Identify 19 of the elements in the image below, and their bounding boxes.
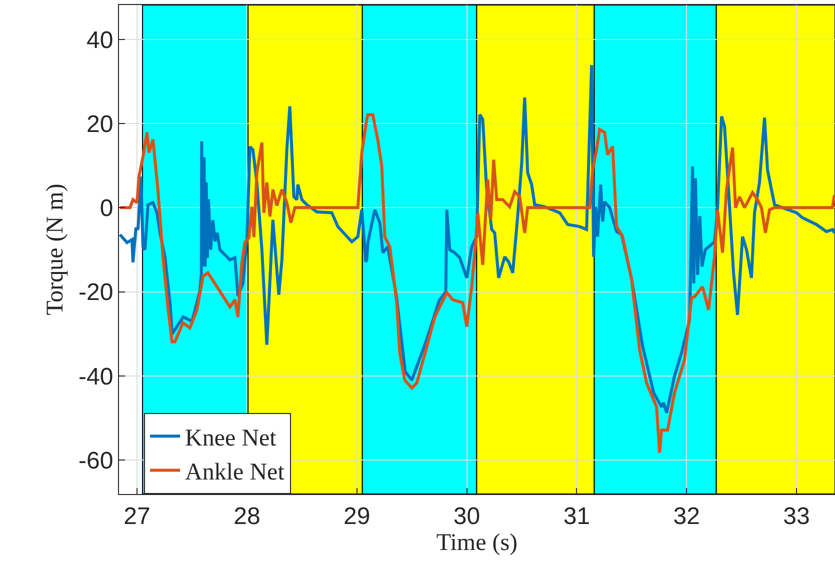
x-axis-title: Time (s) xyxy=(436,530,518,556)
legend-label: Knee Net xyxy=(185,425,277,452)
line-series xyxy=(119,64,835,414)
x-tick-label: 30 xyxy=(453,502,480,530)
y-tick-label: 20 xyxy=(86,110,114,138)
line-series xyxy=(119,113,835,454)
x-tick-label: 29 xyxy=(344,502,370,530)
x-tick-label: 32 xyxy=(673,502,700,530)
x-tick-label: 28 xyxy=(234,502,260,530)
y-tick-label: -60 xyxy=(78,447,114,474)
y-tick-label: -20 xyxy=(78,279,114,306)
x-tick-label: 33 xyxy=(783,502,810,530)
y-tick-label: 40 xyxy=(86,26,114,54)
x-tick-label: 27 xyxy=(124,502,150,530)
y-axis-title: Torque (N m) xyxy=(42,184,69,316)
y-tick-label: -40 xyxy=(78,363,114,390)
x-tick-label: 31 xyxy=(563,502,590,530)
y-tick-label: 0 xyxy=(100,195,114,222)
legend-label: Ankle Net xyxy=(185,460,285,486)
